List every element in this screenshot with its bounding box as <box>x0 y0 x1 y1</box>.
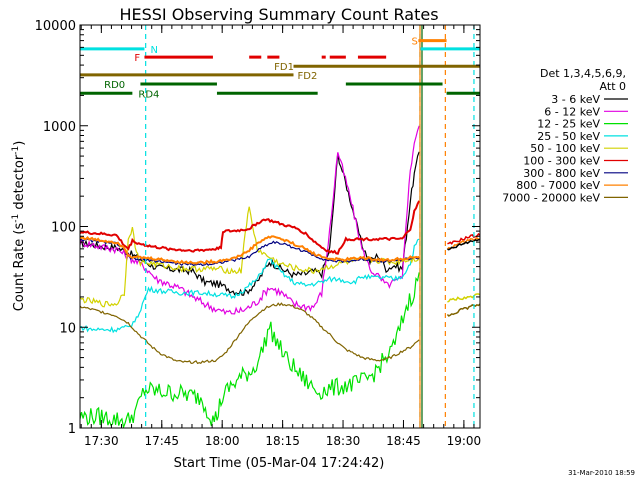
segment-label-fd2: FD2 <box>298 71 318 82</box>
chart-title: HESSI Observing Summary Count Rates <box>119 5 438 24</box>
legend-label-12-25-kev: 12 - 25 keV <box>537 118 600 131</box>
x-tick-label: 17:30 <box>84 434 119 448</box>
series-line-after-gap-100-300-kev <box>447 232 480 245</box>
y-tick-label: 10000 <box>35 19 76 34</box>
x-tick-label: 18:15 <box>265 434 300 448</box>
y-axis-label: Count Rate (s-1 detector-1) <box>11 141 27 312</box>
series-line-6-12-kev <box>80 125 420 316</box>
x-axis: 17:30 17:45 18:00 18:15 18:30 18:45 19:00 <box>80 25 482 448</box>
y-tick-label: 1 <box>68 422 76 437</box>
x-tick-label: 18:45 <box>386 434 421 448</box>
y-tick-label: 10 <box>59 321 76 336</box>
instrument-state-annotations: N S F FD1 FD2 RD0 RD4 <box>80 25 480 428</box>
legend-label-100-300-kev: 100 - 300 keV <box>523 155 600 168</box>
series-line-after-gap-3-6-kev <box>447 238 480 251</box>
y-tick-label: 1000 <box>43 120 76 135</box>
legend-label-3-6-kev: 3 - 6 keV <box>551 93 600 106</box>
legend-label-6-12-kev: 6 - 12 keV <box>544 105 600 118</box>
segment-label-s: S <box>412 37 418 48</box>
series-traces <box>80 125 480 428</box>
segment-label-rd4: RD4 <box>138 89 159 100</box>
legend-label-800-7000-kev: 800 - 7000 keV <box>516 179 600 192</box>
x-tick-label: 17:45 <box>144 434 179 448</box>
series-line-100-300-kev <box>80 200 421 255</box>
x-axis-label: Start Time (05-Mar-04 17:24:42) <box>174 456 385 471</box>
x-tick-label: 19:00 <box>447 434 482 448</box>
footer-timestamp: 31-Mar-2010 18:59 <box>568 469 635 477</box>
series-line-800-7000-kev <box>80 235 420 265</box>
legend-label-50-100-kev: 50 - 100 keV <box>530 142 600 155</box>
series-line-25-50-kev <box>80 238 420 334</box>
legend-label-300-800-kev: 300 - 800 keV <box>523 167 600 180</box>
legend-label-25-50-kev: 25 - 50 keV <box>537 130 600 143</box>
series-line-7000-20000-kev <box>80 302 420 365</box>
y-axis: 1 10 100 1000 10000 <box>35 19 480 437</box>
x-tick-label: 18:00 <box>205 434 240 448</box>
segment-label-f: F <box>134 53 140 64</box>
series-line-after-gap-7000-20000-kev <box>446 303 480 317</box>
legend-header-attenuator: Att 0 <box>600 80 626 93</box>
y-tick-label: 100 <box>51 221 76 236</box>
segment-label-rd0: RD0 <box>104 80 125 91</box>
legend-label-7000-20000-kev: 7000 - 20000 keV <box>502 191 600 204</box>
segment-label-n: N <box>150 45 157 56</box>
series-line-12-25-kev <box>80 272 420 428</box>
series-line-after-gap-50-100-kev <box>447 293 480 303</box>
segment-label-fd1: FD1 <box>274 62 294 73</box>
x-tick-label: 18:30 <box>326 434 361 448</box>
legend-header: Det 1,3,4,5,6,9, <box>540 67 626 80</box>
